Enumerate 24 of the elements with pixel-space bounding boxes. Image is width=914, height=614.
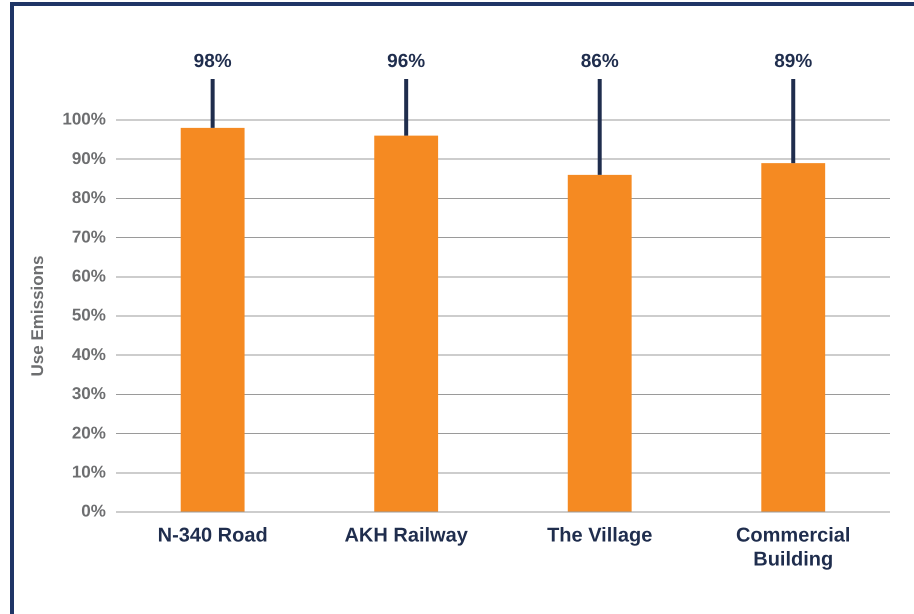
bar: [761, 163, 826, 512]
y-axis-title: Use Emissions: [28, 256, 47, 376]
y-tick-label: 80%: [72, 188, 106, 208]
bar: [180, 128, 245, 512]
x-tick-label: The Village: [547, 524, 652, 547]
data-label: 98%: [194, 51, 232, 72]
y-tick-label: 10%: [72, 462, 106, 482]
y-tick-label: 0%: [81, 502, 106, 521]
data-label: 86%: [580, 51, 619, 72]
x-tick-label: AKH Railway: [344, 524, 469, 547]
y-tick-label: 50%: [72, 306, 106, 325]
bar: [568, 174, 632, 512]
bar: [374, 136, 438, 512]
data-label: 89%: [774, 51, 812, 72]
x-tick-label: Commercial Building: [736, 524, 850, 571]
y-tick-label: 30%: [72, 384, 106, 404]
data-label: 96%: [387, 51, 426, 72]
y-tick-label: 20%: [72, 423, 106, 442]
y-tick-label: 90%: [72, 148, 106, 168]
y-tick-label: 60%: [72, 266, 106, 286]
x-tick-label: N-340 Road: [158, 524, 268, 547]
y-tick-label: 70%: [72, 227, 106, 246]
y-tick-label: 100%: [62, 110, 106, 129]
y-tick-label: 40%: [72, 344, 106, 364]
